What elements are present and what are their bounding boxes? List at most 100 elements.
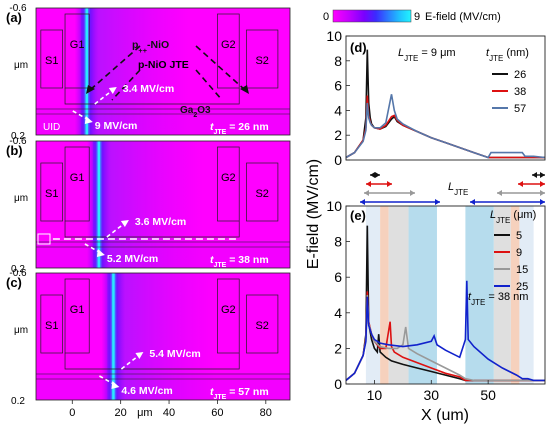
y-axis-unit: μm (14, 325, 28, 336)
gate-1-outline (64, 278, 90, 354)
legend-label-15: 15 (516, 264, 528, 276)
bracket-left-tail-1 (387, 181, 392, 187)
y-axis-top-tick: -0.6 (9, 136, 27, 147)
y-tick-label: 2 (334, 127, 342, 143)
colorbar: 0 9 E-field (MV/cm) (323, 9, 501, 23)
field-peak-line (85, 8, 88, 135)
label-p-plus-plus-nio: p++-NiO (132, 39, 169, 55)
x-tick-label: 50 (480, 387, 496, 403)
annotation-upper: 5.4 MV/cm (149, 348, 200, 360)
panel-label: (c) (6, 275, 22, 290)
y-axis-unit: μm (14, 60, 28, 71)
y-axis-unit: μm (14, 193, 28, 204)
label-s1: S1 (45, 188, 58, 200)
panel-label: (e) (350, 208, 366, 223)
y-tick-label: 8 (334, 234, 342, 250)
panel-label: (a) (6, 10, 22, 25)
x-tick-label: 20 (115, 407, 127, 419)
legend-label-57: 57 (514, 103, 526, 115)
simulation-panel-c: (c)-0.6 0.2 μm S1 G1 G2 S2 5.4 MV/cm 4.6 MV/cm tJ… (6, 268, 291, 407)
x-axis-label: X (um) (421, 407, 469, 424)
label-s2: S2 (255, 320, 268, 332)
label-uid: UID (43, 122, 60, 133)
annotation-arrowhead-lower (111, 381, 120, 389)
arrow-dashed-1 (89, 45, 141, 91)
panel-frame (35, 140, 291, 269)
gate-2-outline (217, 278, 240, 354)
plot-frame (345, 35, 546, 161)
bracket-right-head-2 (497, 190, 502, 196)
x-tick-label: 30 (423, 387, 439, 403)
shaded-region (519, 206, 534, 384)
simulation-panel-a: (a)-0.6 0.2 μm S1 G1 G2 S2 p++-NiO p-NiO JTE Ga2O… (6, 3, 291, 142)
line-chart-d: 0 2 4 6 8 10 (d) LJTE = 9 μm tJTE (nm) 26 38 57 (326, 28, 546, 168)
bracket-right-tail-3 (540, 199, 545, 205)
shaded-region (465, 206, 494, 384)
y-axis-bottom-tick: 0.2 (11, 131, 25, 142)
y-tick-label: 0 (334, 152, 342, 168)
annotation-lower: 9 MV/cm (95, 120, 138, 132)
x-axis-unit: μm (137, 407, 153, 419)
chart-annotation: tJTE = 38 nm (468, 291, 528, 307)
label-g1: G1 (70, 172, 85, 184)
ljte-brackets: LJTE (360, 172, 545, 205)
label-g1: G1 (70, 304, 85, 316)
legend-title: LJTE (μm) (490, 209, 536, 225)
y-axis-top-tick: -0.6 (9, 3, 27, 14)
y-axis-top-tick: -0.6 (9, 268, 27, 279)
legend-label-9: 9 (516, 247, 522, 259)
bracket-right-tail-1 (540, 181, 545, 187)
annotation-arrowhead-upper (108, 87, 117, 94)
legend-label-38: 38 (514, 86, 526, 98)
tjte-label: tJTE = 57 nm (210, 386, 269, 401)
bracket-left-head-1 (366, 181, 371, 187)
source-2-outline (246, 29, 279, 89)
bracket-right-head-0 (532, 172, 537, 178)
legend-label-26: 26 (514, 69, 526, 81)
nio-outline (64, 353, 240, 370)
annotation-arrow-upper (106, 222, 126, 238)
bracket-left-head-0 (370, 172, 375, 178)
field-peak-line (112, 273, 115, 400)
bracket-left-tail-2 (410, 190, 415, 196)
tjte-label: tJTE = 26 nm (210, 121, 269, 136)
y-tick-label: 10 (326, 28, 342, 44)
jte-marker-box (37, 233, 51, 245)
colorbar-gradient (332, 9, 412, 23)
annotation-arrowhead-lower (84, 116, 93, 124)
annotation-arrowhead-upper (120, 220, 129, 227)
label-s1: S1 (45, 55, 58, 67)
shaded-region (380, 206, 389, 384)
colorbar-max-label: 9 (414, 11, 420, 23)
series-line-25 (345, 280, 545, 382)
annotation-upper: 3.6 MV/cm (135, 216, 186, 228)
nio-outline (64, 221, 240, 238)
bracket-left-tail-0 (375, 172, 380, 178)
gate-2-outline (217, 146, 240, 222)
source-2-outline (246, 294, 279, 354)
field-peak-line (97, 141, 101, 268)
label-g1: G1 (70, 39, 85, 51)
x-tick-label: 40 (163, 407, 175, 419)
y-tick-label: 10 (326, 198, 342, 214)
y-tick-label: 4 (334, 102, 342, 118)
line-chart-e: 0 2 4 6 8 10 (e) 10 30 50 X (um) LJTE (μm) tJTE = 38… (326, 198, 546, 424)
simulation-x-axis: 0 20 40 60 80 μm (69, 400, 272, 419)
y-axis-bottom-tick: 0.2 (11, 396, 25, 407)
shaded-region (365, 206, 381, 384)
nio-outline (64, 88, 240, 105)
bracket-left-head-3 (360, 199, 365, 205)
colorbar-title: E-field (MV/cm) (425, 11, 501, 23)
annotation-lower: 5.2 MV/cm (107, 253, 158, 265)
annotation-lower: 4.6 MV/cm (121, 385, 172, 397)
simulation-panel-b: (b)-0.6 0.2 μm S1 G1 G2 S2 3.6 MV/cm 5.2 MV/cm tJ… (6, 136, 291, 275)
legend-label-25: 25 (516, 281, 528, 293)
bracket-right-head-3 (470, 199, 475, 205)
source-1-outline (40, 294, 63, 354)
label-g2: G2 (221, 172, 236, 184)
gate-1-outline (64, 146, 90, 222)
y-tick-label: 6 (334, 269, 342, 285)
arrow-dashed-3 (111, 69, 141, 101)
legend-title: tJTE (nm) (486, 47, 529, 63)
